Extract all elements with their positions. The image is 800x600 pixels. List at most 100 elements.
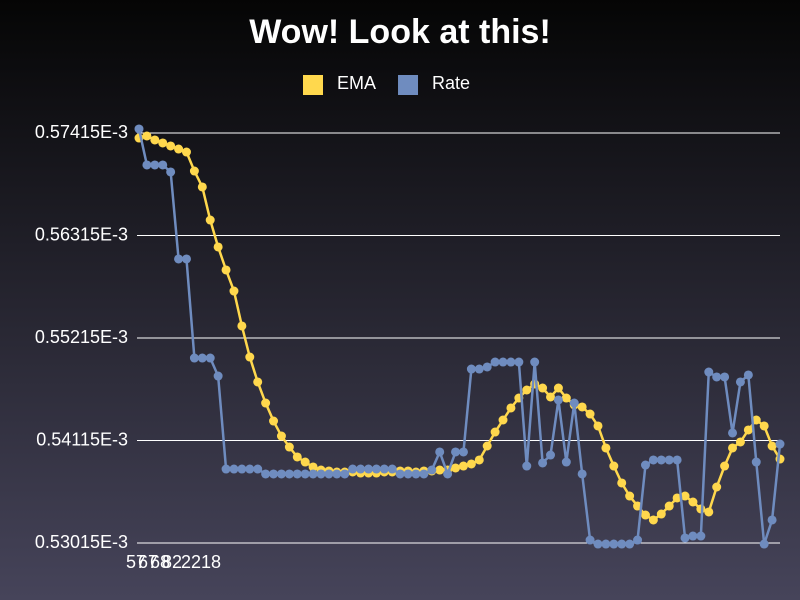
data-point: [538, 383, 548, 393]
x-tick-label: 68: [150, 552, 170, 572]
data-point: [213, 371, 223, 381]
data-point: [458, 461, 468, 471]
data-point: [482, 362, 492, 372]
data-point: [553, 383, 563, 393]
legend-label: EMA: [337, 73, 376, 93]
data-point: [640, 460, 650, 470]
data-point: [656, 455, 666, 465]
data-point: [648, 515, 658, 525]
data-point: [284, 469, 294, 479]
data-point: [704, 507, 714, 517]
data-point: [435, 447, 445, 457]
data-point: [261, 469, 271, 479]
data-point: [292, 469, 302, 479]
data-point: [166, 167, 176, 177]
data-point: [308, 469, 318, 479]
data-point: [680, 533, 690, 543]
data-point: [174, 254, 184, 264]
data-point: [648, 455, 658, 465]
data-point: [197, 353, 207, 363]
data-point: [633, 535, 643, 545]
data-point: [363, 464, 373, 474]
data-point: [395, 469, 405, 479]
data-point: [743, 370, 753, 380]
data-point: [743, 425, 753, 435]
data-point: [356, 464, 366, 474]
data-point: [466, 364, 476, 374]
data-point: [245, 464, 255, 474]
data-point: [775, 439, 785, 449]
data-point: [308, 462, 318, 472]
data-point: [261, 398, 271, 408]
data-point: [585, 535, 595, 545]
data-point: [237, 321, 247, 331]
data-point: [284, 442, 294, 452]
data-point: [419, 469, 429, 479]
data-point: [767, 515, 777, 525]
data-point: [237, 464, 247, 474]
data-point: [174, 144, 184, 154]
data-point: [300, 469, 310, 479]
data-point: [213, 242, 223, 252]
data-point: [205, 353, 215, 363]
data-point: [458, 447, 468, 457]
data-point: [553, 395, 563, 405]
data-point: [387, 464, 397, 474]
x-tick-label: 82: [162, 552, 182, 572]
data-point: [609, 539, 619, 549]
data-point: [379, 464, 389, 474]
data-point: [751, 415, 761, 425]
data-point: [735, 377, 745, 387]
data-point: [617, 478, 627, 488]
data-point: [577, 469, 587, 479]
data-point: [664, 455, 674, 465]
data-point: [340, 469, 350, 479]
data-point: [371, 464, 381, 474]
data-point: [150, 160, 160, 170]
data-point: [189, 166, 199, 176]
y-tick-label: 0.56315E-3: [35, 224, 128, 244]
data-point: [324, 469, 334, 479]
data-point: [197, 182, 207, 192]
data-point: [728, 443, 738, 453]
data-point: [411, 469, 421, 479]
data-point: [292, 452, 302, 462]
data-point: [269, 416, 279, 426]
data-point: [451, 463, 461, 473]
data-point: [474, 364, 484, 374]
data-point: [625, 539, 635, 549]
data-point: [245, 352, 255, 362]
data-point: [712, 482, 722, 492]
data-point: [348, 464, 358, 474]
legend-swatch: [303, 75, 323, 95]
data-point: [158, 138, 168, 148]
y-tick-label: 0.54115E-3: [36, 429, 128, 449]
data-point: [751, 457, 761, 467]
data-point: [688, 497, 698, 507]
data-point: [181, 254, 191, 264]
y-tick-label: 0.57415E-3: [35, 122, 128, 142]
data-point: [585, 409, 595, 419]
data-point: [276, 431, 286, 441]
data-point: [546, 450, 556, 460]
legend-swatch: [398, 75, 419, 95]
data-point: [569, 398, 579, 408]
data-point: [672, 493, 682, 503]
data-point: [712, 372, 722, 382]
data-point: [332, 469, 342, 479]
data-point: [189, 353, 199, 363]
data-point: [609, 461, 619, 471]
data-point: [403, 469, 413, 479]
data-point: [221, 265, 231, 275]
data-point: [142, 160, 152, 170]
x-tick-label: 2218: [181, 552, 221, 572]
data-point: [728, 428, 738, 438]
data-point: [720, 461, 730, 471]
data-point: [498, 357, 508, 367]
data-point: [593, 539, 603, 549]
data-point: [577, 402, 587, 412]
data-point: [767, 441, 777, 451]
data-point: [664, 501, 674, 511]
data-point: [696, 531, 706, 541]
